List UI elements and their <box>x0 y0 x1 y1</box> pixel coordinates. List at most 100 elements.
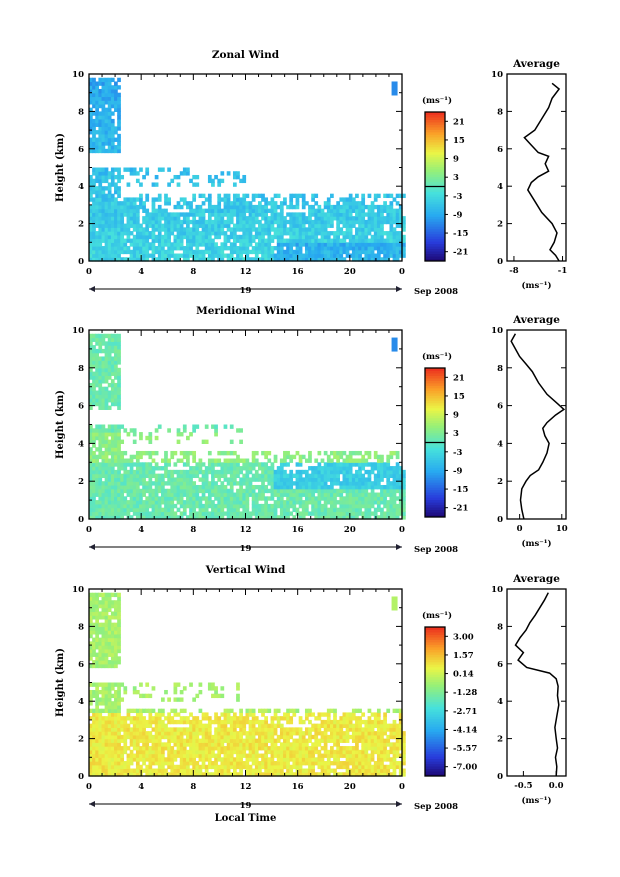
x-tick-label: 16 <box>292 525 304 535</box>
y-tick-label: 2 <box>78 735 84 745</box>
x-tick-label: 0 <box>86 525 92 535</box>
day-bar-right-arrow <box>396 544 402 550</box>
profile-unit: (ms⁻¹) <box>521 795 551 806</box>
y-tick-label: 0 <box>78 257 84 267</box>
day-label: 19 <box>240 801 252 811</box>
colorbar <box>425 112 448 262</box>
x-tick-label: 8 <box>190 525 196 535</box>
colorbar-tick-label: -5.57 <box>453 744 477 754</box>
colorbar-tick-label: -4.14 <box>453 725 477 735</box>
colorbar-tick-label: 3.00 <box>453 632 474 642</box>
profile-x-tick-label: -0.5 <box>514 781 532 791</box>
day-bar-left-arrow <box>89 544 95 550</box>
profile-line <box>516 593 559 776</box>
profile-y-tick-label: 4 <box>497 439 503 449</box>
profile-line <box>524 83 559 261</box>
y-tick-label: 6 <box>78 660 84 670</box>
x-tick-label: 20 <box>344 525 356 535</box>
day-bar-left-arrow <box>89 286 95 292</box>
profile-line <box>511 334 564 519</box>
day-label: 19 <box>240 286 252 296</box>
y-tick-label: 10 <box>72 585 84 595</box>
colorbar-tick-label: 21 <box>453 373 465 383</box>
date-label: Sep 2008 <box>414 545 458 555</box>
x-tick-label: 8 <box>190 267 196 277</box>
date-label: Sep 2008 <box>414 802 458 812</box>
profile-title: Average <box>512 314 560 326</box>
day-label: 19 <box>240 544 252 554</box>
profile-y-tick-label: 6 <box>497 145 503 155</box>
profile-y-tick-label: 0 <box>497 257 503 267</box>
y-tick-label: 6 <box>78 145 84 155</box>
profile-y-tick-label: 10 <box>491 585 503 595</box>
profile-y-tick-label: 0 <box>497 772 503 782</box>
heatmap-cells <box>89 78 406 262</box>
colorbar-tick-label: 15 <box>453 136 465 146</box>
x-tick-label: 0 <box>86 782 92 792</box>
y-tick-label: 4 <box>78 439 84 449</box>
profile-unit: (ms⁻¹) <box>521 280 551 291</box>
edge-strip <box>392 81 398 95</box>
profile-y-tick-label: 0 <box>497 515 503 525</box>
y-tick-label: 8 <box>78 364 84 374</box>
profile-y-tick-label: 8 <box>497 107 503 117</box>
profile-x-tick-label: 0 <box>517 524 523 534</box>
x-tick-label: 0 <box>399 525 405 535</box>
profile-y-tick-label: 4 <box>497 697 503 707</box>
colorbar-tick-label: -21 <box>453 248 468 258</box>
x-tick-label: 20 <box>344 267 356 277</box>
profile-y-tick-label: 8 <box>497 364 503 374</box>
profile-y-tick-label: 2 <box>497 220 503 230</box>
colorbar-tick-label: 0.14 <box>453 670 474 680</box>
colorbar-tick-label: -3 <box>453 448 463 458</box>
profile-x-tick-label: 10 <box>556 524 568 534</box>
y-tick-label: 6 <box>78 402 84 412</box>
x-tick-label: 4 <box>138 782 144 792</box>
colorbar-unit: (ms⁻¹) <box>422 610 452 621</box>
profile-frame <box>507 330 566 519</box>
profile-title: Average <box>512 58 560 70</box>
profile-x-tick-label: -8 <box>509 266 519 276</box>
day-bar-left-arrow <box>89 801 95 807</box>
colorbar-tick-label: -15 <box>453 229 468 239</box>
colorbar-tick-label: -3 <box>453 192 463 202</box>
heatmap-cells <box>89 593 406 777</box>
profile-y-tick-label: 4 <box>497 182 503 192</box>
profile-title: Average <box>512 573 560 585</box>
colorbar <box>425 368 448 518</box>
x-tick-label: 20 <box>344 782 356 792</box>
date-label: Sep 2008 <box>414 287 458 297</box>
x-tick-label: 0 <box>399 782 405 792</box>
colorbar-tick-label: 9 <box>453 411 459 421</box>
profile-y-tick-label: 6 <box>497 660 503 670</box>
profile-y-tick-label: 10 <box>491 70 503 80</box>
colorbar-unit: (ms⁻¹) <box>422 351 452 362</box>
panel-title: Meridional Wind <box>196 305 295 317</box>
x-tick-label: 0 <box>399 267 405 277</box>
profile-y-tick-label: 2 <box>497 735 503 745</box>
y-axis-label: Height (km) <box>55 133 66 202</box>
panel-title: Vertical Wind <box>205 564 286 576</box>
colorbar-tick-label: -21 <box>453 504 468 514</box>
panel-title: Zonal Wind <box>212 49 280 61</box>
colorbar-tick-label: 9 <box>453 155 459 165</box>
colorbar-tick-label: -1.28 <box>453 688 477 698</box>
y-tick-label: 2 <box>78 220 84 230</box>
y-axis-label: Height (km) <box>55 390 66 459</box>
y-tick-label: 4 <box>78 697 84 707</box>
day-bar-right-arrow <box>396 286 402 292</box>
colorbar-tick-label: -2.71 <box>453 707 477 717</box>
colorbar-tick-label: -9 <box>453 466 463 476</box>
profile-y-tick-label: 8 <box>497 622 503 632</box>
x-tick-label: 12 <box>240 782 252 792</box>
x-tick-label: 0 <box>86 267 92 277</box>
edge-strip <box>392 338 398 352</box>
y-tick-label: 10 <box>72 70 84 80</box>
day-bar-right-arrow <box>396 801 402 807</box>
y-tick-label: 8 <box>78 622 84 632</box>
profile-y-tick-label: 6 <box>497 402 503 412</box>
